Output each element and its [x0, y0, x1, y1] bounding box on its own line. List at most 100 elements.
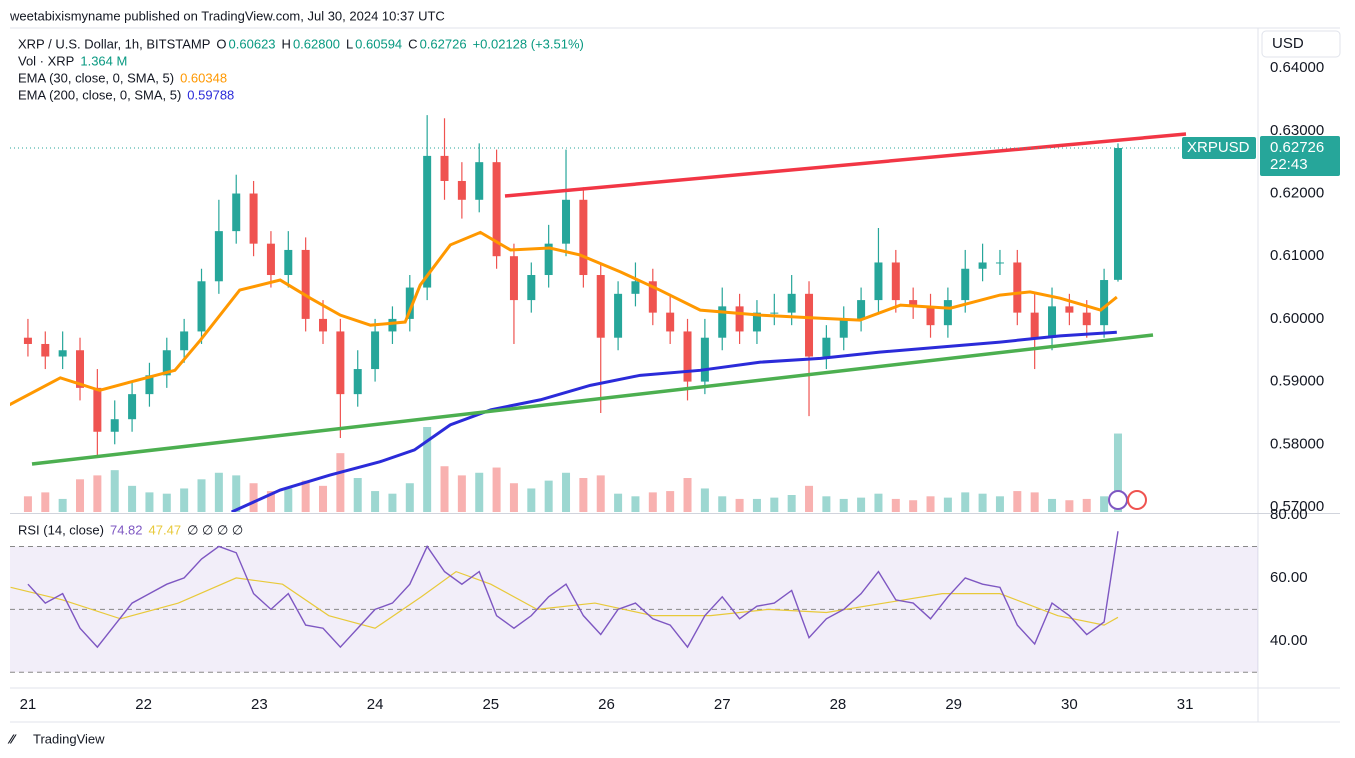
volume-bar [405, 483, 414, 512]
candle-body [1100, 280, 1109, 326]
candle-body [527, 275, 536, 301]
candle-body [683, 331, 692, 382]
candle-body [180, 331, 189, 351]
volume-bar [544, 480, 553, 512]
ohlc-key: H [282, 36, 291, 51]
volume-bar [839, 498, 848, 512]
candle-body [23, 337, 32, 344]
candle-body [232, 193, 241, 232]
volume-bar [1065, 500, 1074, 512]
volume-bar [700, 488, 709, 512]
brand: TradingView [33, 731, 105, 746]
volume-bar [822, 496, 831, 512]
price-tick-label: 0.60000 [1270, 310, 1324, 327]
currency[interactable]: USD [1272, 35, 1304, 52]
volume-bar [1113, 433, 1122, 512]
volume-bar [596, 475, 605, 512]
rsi-tick-label: 80.00 [1270, 506, 1308, 523]
volume-bar [562, 472, 571, 512]
volume-bar [631, 496, 640, 512]
candle-body [978, 262, 987, 269]
price-tick-label: 0.59000 [1270, 373, 1324, 390]
price-tag [1260, 135, 1340, 176]
candle-body [805, 293, 814, 357]
resistance-trendline [504, 132, 1187, 198]
ohlc-key: O [216, 36, 226, 51]
price-tick-label: 0.63000 [1270, 122, 1324, 139]
volume-bar [787, 495, 796, 512]
volume-bar [1013, 491, 1022, 512]
price-tick-label: 0.62000 [1270, 184, 1324, 201]
ema-line [10, 230, 1118, 407]
time-tick-label: 30 [1061, 696, 1078, 713]
ema-name: EMA (200, close, 0, SMA, 5) [18, 87, 181, 102]
candle-body [874, 262, 883, 301]
rsi-title: RSI (14, close) [18, 522, 104, 537]
volume-bar [857, 497, 866, 512]
candle-body [544, 243, 553, 276]
volume-bar [666, 491, 675, 512]
ema-value: 0.59788 [187, 87, 234, 102]
volume-bar [1100, 496, 1109, 512]
candle-body [249, 193, 258, 244]
rsi-value: 47.47 [149, 522, 182, 537]
candle-body [319, 318, 328, 332]
volume-bar [943, 497, 952, 512]
volume-bar [423, 427, 432, 512]
candle-body [822, 337, 831, 357]
volume-bar [41, 492, 50, 512]
candle-body [405, 287, 414, 319]
candle-body [457, 180, 466, 200]
candle-body [284, 249, 293, 276]
candle-body [787, 293, 796, 313]
candle-body [891, 262, 900, 301]
price-change: +0.02128 (+3.51%) [473, 36, 584, 51]
volume-bar [336, 453, 345, 512]
candle-body [631, 281, 640, 294]
rsi-line [27, 531, 1119, 649]
candle-body [353, 369, 362, 395]
candle-body [1113, 147, 1122, 280]
volume-bar [110, 470, 119, 512]
candle-body [197, 281, 206, 332]
event-icon[interactable] [1127, 490, 1147, 510]
candle-body [58, 350, 67, 357]
candle-body [93, 387, 102, 432]
volume-bar [1030, 492, 1039, 512]
candle-body [1082, 312, 1091, 326]
time-tick-label: 21 [20, 696, 37, 713]
candle-body [336, 331, 345, 395]
volume-bar [58, 498, 67, 512]
volume-bar [995, 496, 1004, 512]
volume-bar [371, 491, 380, 512]
volume-bar [874, 493, 883, 512]
volume-bar [614, 493, 623, 512]
volume-bar [128, 485, 137, 512]
candle-body [128, 394, 137, 420]
candle-body [41, 343, 50, 357]
volume-bar [319, 485, 328, 512]
symbol: XRP / U.S. Dollar, 1h, BITSTAMP [18, 36, 210, 51]
volume-bar [527, 488, 536, 512]
volume-bar [805, 485, 814, 512]
candle-body [301, 249, 310, 319]
candle-body [666, 312, 675, 332]
time-tick-label: 27 [714, 696, 731, 713]
volume-name: Vol · XRP [18, 53, 74, 68]
price-tick-label: 0.64000 [1270, 59, 1324, 76]
rsi-tick-label: 40.00 [1270, 632, 1308, 649]
candle-body [857, 300, 866, 319]
ema-name: EMA (30, close, 0, SMA, 5) [18, 70, 174, 85]
candle-body [214, 231, 223, 282]
currency-button[interactable] [1261, 30, 1341, 58]
candle-body [700, 337, 709, 382]
ohlc-key: L [346, 36, 353, 51]
volume-bar [76, 479, 85, 512]
candle-body [839, 318, 848, 338]
support-trendline [31, 333, 1154, 466]
ema-value: 0.60348 [180, 70, 227, 85]
volume-bar [718, 496, 727, 512]
candle-body [735, 306, 744, 332]
event-icon[interactable] [1108, 490, 1128, 510]
